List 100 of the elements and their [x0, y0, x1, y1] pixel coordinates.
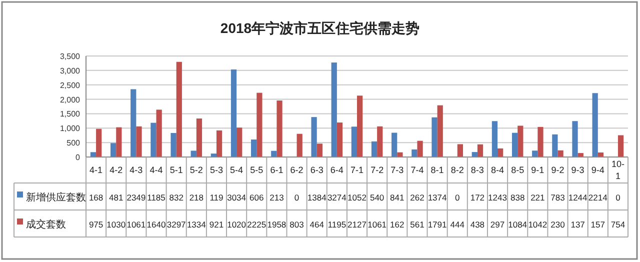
data-label: 0 [616, 192, 621, 202]
x-tick-label: 4-3 [130, 165, 143, 175]
bar [230, 69, 237, 157]
x-tick-label: 6-4 [330, 165, 344, 175]
data-label: 975 [88, 220, 104, 230]
data-label: 1185 [147, 192, 166, 202]
x-tick-label: 6-1 [270, 165, 284, 175]
bar [377, 126, 383, 157]
data-label: 438 [470, 220, 485, 230]
x-tick-label: 4-4 [150, 165, 163, 175]
bar [276, 100, 282, 157]
data-label: 3034 [227, 192, 246, 202]
x-tick-label: 9-4 [591, 165, 604, 175]
bar [572, 121, 578, 157]
bar [512, 132, 518, 157]
bar [351, 126, 357, 157]
x-tick-label: 7-1 [350, 165, 364, 175]
x-tick-label: 7-2 [370, 165, 384, 175]
data-label: 262 [410, 192, 425, 202]
x-tick-label: 4-1 [90, 165, 103, 175]
data-label: 0 [455, 192, 460, 202]
data-label: 297 [490, 220, 505, 230]
bar [251, 140, 257, 157]
data-label: 540 [370, 192, 384, 202]
bar [316, 144, 322, 157]
x-tick-label: 10-1 [611, 159, 624, 181]
bar [371, 141, 378, 157]
bar [336, 122, 343, 157]
data-label: 444 [450, 220, 465, 230]
data-label: 1374 [428, 192, 448, 202]
data-label: 3297 [166, 220, 186, 230]
y-tick-label: 0 [76, 153, 81, 162]
data-label: 1244 [568, 192, 588, 202]
bar [196, 118, 202, 157]
bar [311, 117, 317, 157]
data-label: 213 [270, 192, 284, 202]
chart-title: 2018年宁波市五区住宅供需走势 [220, 20, 420, 36]
bar [592, 93, 598, 157]
data-label: 137 [570, 220, 586, 230]
bar [236, 128, 242, 157]
bar [130, 89, 136, 157]
bar [90, 152, 96, 157]
data-label: 162 [390, 220, 405, 230]
bar [392, 132, 398, 157]
bar [116, 127, 122, 157]
y-tick-label: 2,000 [60, 95, 81, 104]
bar [432, 117, 438, 157]
data-label: 3274 [327, 192, 347, 202]
bar [498, 148, 504, 157]
data-label: 832 [169, 192, 184, 202]
data-label: 1020 [227, 220, 246, 230]
data-label: 218 [189, 192, 204, 202]
bar [216, 130, 222, 157]
data-label: 1061 [126, 220, 146, 230]
data-label: 1334 [186, 220, 206, 230]
data-label: 2214 [588, 192, 608, 202]
data-label: 1384 [307, 192, 327, 202]
legend-label: 新增供应套数 [26, 192, 86, 204]
bar [150, 122, 156, 157]
x-tick-label: 7-4 [410, 165, 424, 175]
data-label: 1958 [267, 220, 286, 230]
y-tick-label: 1,500 [60, 110, 81, 119]
x-tick-label: 5-1 [170, 165, 183, 175]
bar [477, 144, 484, 157]
x-tick-label: 8-1 [430, 165, 444, 175]
bar [437, 105, 443, 157]
data-label: 754 [610, 220, 626, 230]
x-tick-label: 5-3 [210, 165, 223, 175]
bar [136, 126, 142, 157]
x-tick-label: 6-2 [290, 165, 304, 175]
bar [532, 150, 538, 157]
data-label: 1791 [428, 220, 448, 230]
data-label: 172 [470, 192, 485, 202]
x-tick-label: 9-3 [571, 165, 584, 175]
bar [331, 62, 337, 157]
bar [492, 121, 498, 157]
bar [417, 140, 423, 157]
x-tick-label: 9-2 [551, 165, 564, 175]
data-label: 803 [290, 220, 304, 230]
data-label: 1030 [106, 220, 126, 230]
data-label: 921 [209, 220, 224, 230]
bar [518, 126, 524, 157]
y-tick-label: 1,000 [60, 124, 81, 134]
bar [552, 134, 558, 157]
x-tick-label: 9-1 [531, 165, 544, 175]
bar [538, 126, 544, 157]
data-label: 838 [510, 192, 525, 202]
data-label: 2225 [247, 220, 266, 230]
x-tick-label: 7-3 [390, 165, 404, 175]
x-tick-label: 4-2 [110, 165, 123, 175]
bar [618, 135, 624, 157]
bar [170, 132, 176, 157]
data-label: 783 [550, 192, 566, 202]
y-tick-label: 3,000 [60, 66, 81, 76]
x-tick-label: 8-4 [491, 165, 504, 175]
x-tick-label: 5-2 [190, 165, 203, 175]
bar [190, 150, 196, 157]
data-label: 464 [310, 220, 324, 230]
bar [397, 152, 403, 157]
data-label: 2127 [348, 220, 367, 230]
